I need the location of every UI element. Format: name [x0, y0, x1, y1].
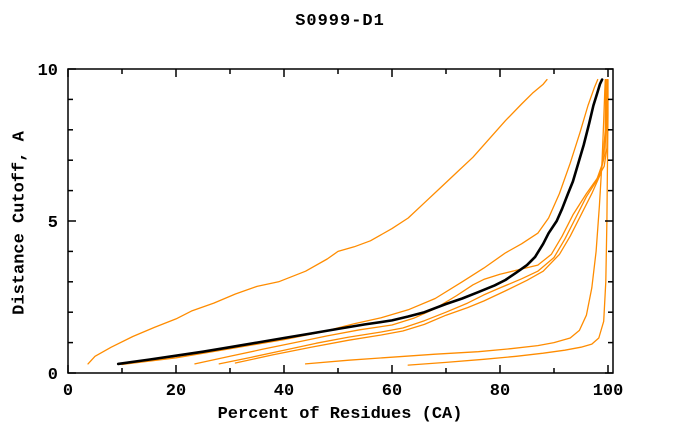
- curve-model-4: [218, 78, 607, 365]
- x-axis-label: Percent of Residues (CA): [217, 405, 463, 424]
- curve-model-7: [407, 78, 609, 366]
- curve-model-5: [234, 78, 608, 364]
- curve-model-6: [304, 78, 606, 365]
- x-tick-label: 20: [166, 382, 186, 401]
- curve-model-2: [121, 78, 599, 366]
- x-tick-label: 80: [490, 382, 510, 401]
- y-tick-label: 0: [48, 366, 58, 385]
- y-tick-label: 5: [48, 214, 58, 233]
- x-tick-label: 60: [382, 382, 402, 401]
- curve-highlighted-model: [116, 78, 604, 366]
- x-tick-label: 100: [593, 382, 624, 401]
- x-tick-label: 0: [63, 382, 73, 401]
- y-tick-label: 10: [38, 62, 58, 81]
- plot-title: S0999-D1: [295, 12, 385, 31]
- curve-model-3: [194, 78, 609, 365]
- curve-model-1: [87, 78, 548, 365]
- x-tick-label: 40: [274, 382, 294, 401]
